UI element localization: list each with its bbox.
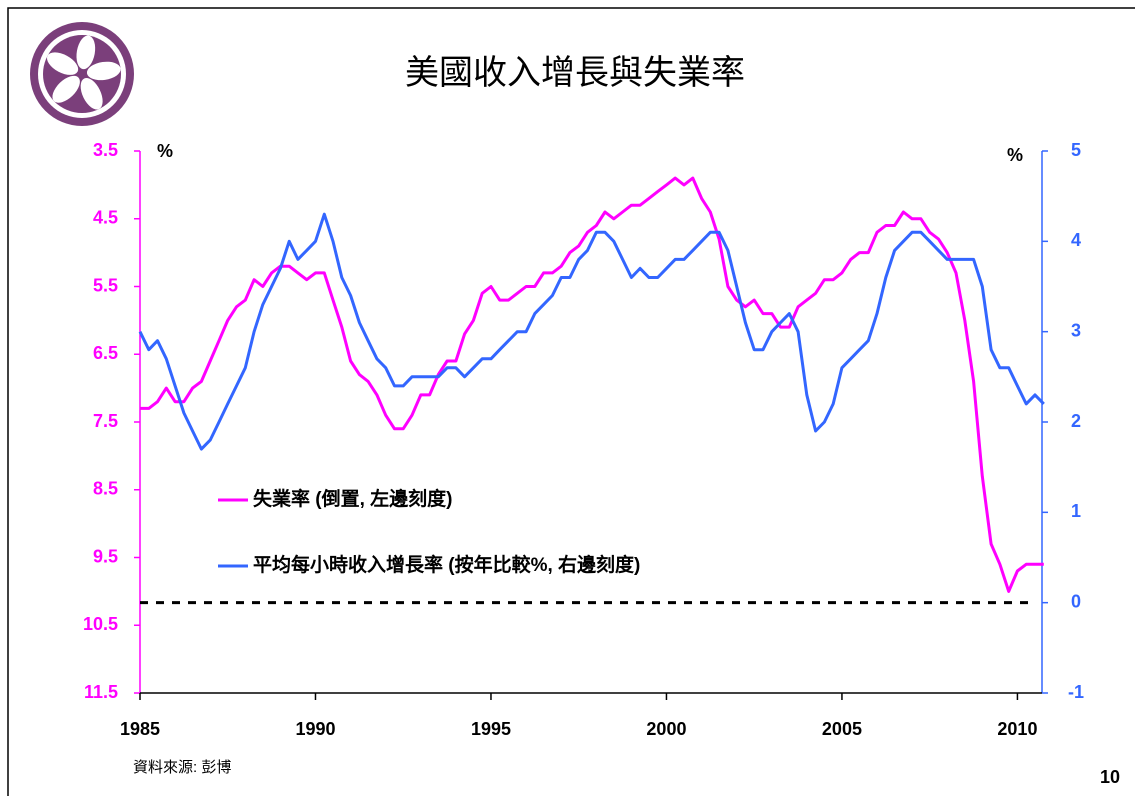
y2-tick-label: 3 [1071,320,1081,340]
y-unit: % [157,141,173,161]
series-line [140,176,1044,593]
legend-label: 失業率 (倒置, 左邊刻度) [253,487,453,510]
y2-unit: % [1007,145,1023,165]
y2-tick-label: 2 [1071,411,1081,431]
chart-title: 美國收入增長與失業率 [405,54,745,92]
x-tick-label: 2010 [997,719,1037,739]
y-tick-label: 3.5 [93,140,118,160]
y2-tick-label: -1 [1068,682,1084,702]
x-tick-label: 1990 [295,719,335,739]
series-line [138,212,1045,451]
x-tick-label: 2000 [646,719,686,739]
x-tick-label: 1995 [471,719,511,739]
y2-tick-label: 4 [1071,230,1081,250]
y-tick-label: 4.5 [93,208,118,228]
y-tick-label: 10.5 [83,614,118,634]
y-tick-label: 7.5 [93,411,118,431]
y-tick-label: 11.5 [84,682,118,702]
y-tick-label: 5.5 [93,275,118,295]
y-tick-label: 8.5 [93,479,118,499]
source-note: 資料來源: 彭博 [133,759,231,776]
logo [30,22,134,126]
y2-tick-label: 1 [1071,501,1081,521]
y-tick-label: 6.5 [93,343,118,363]
page-number: 10 [1100,767,1120,787]
legend-label: 平均每小時收入增長率 (按年比較%, 右邊刻度) [253,553,640,576]
y2-tick-label: 5 [1071,140,1081,160]
x-tick-label: 2005 [822,719,862,739]
y-tick-label: 9.5 [93,546,118,566]
x-tick-label: 1985 [120,719,160,739]
y2-tick-label: 0 [1071,591,1081,611]
slide-frame [7,7,1135,796]
